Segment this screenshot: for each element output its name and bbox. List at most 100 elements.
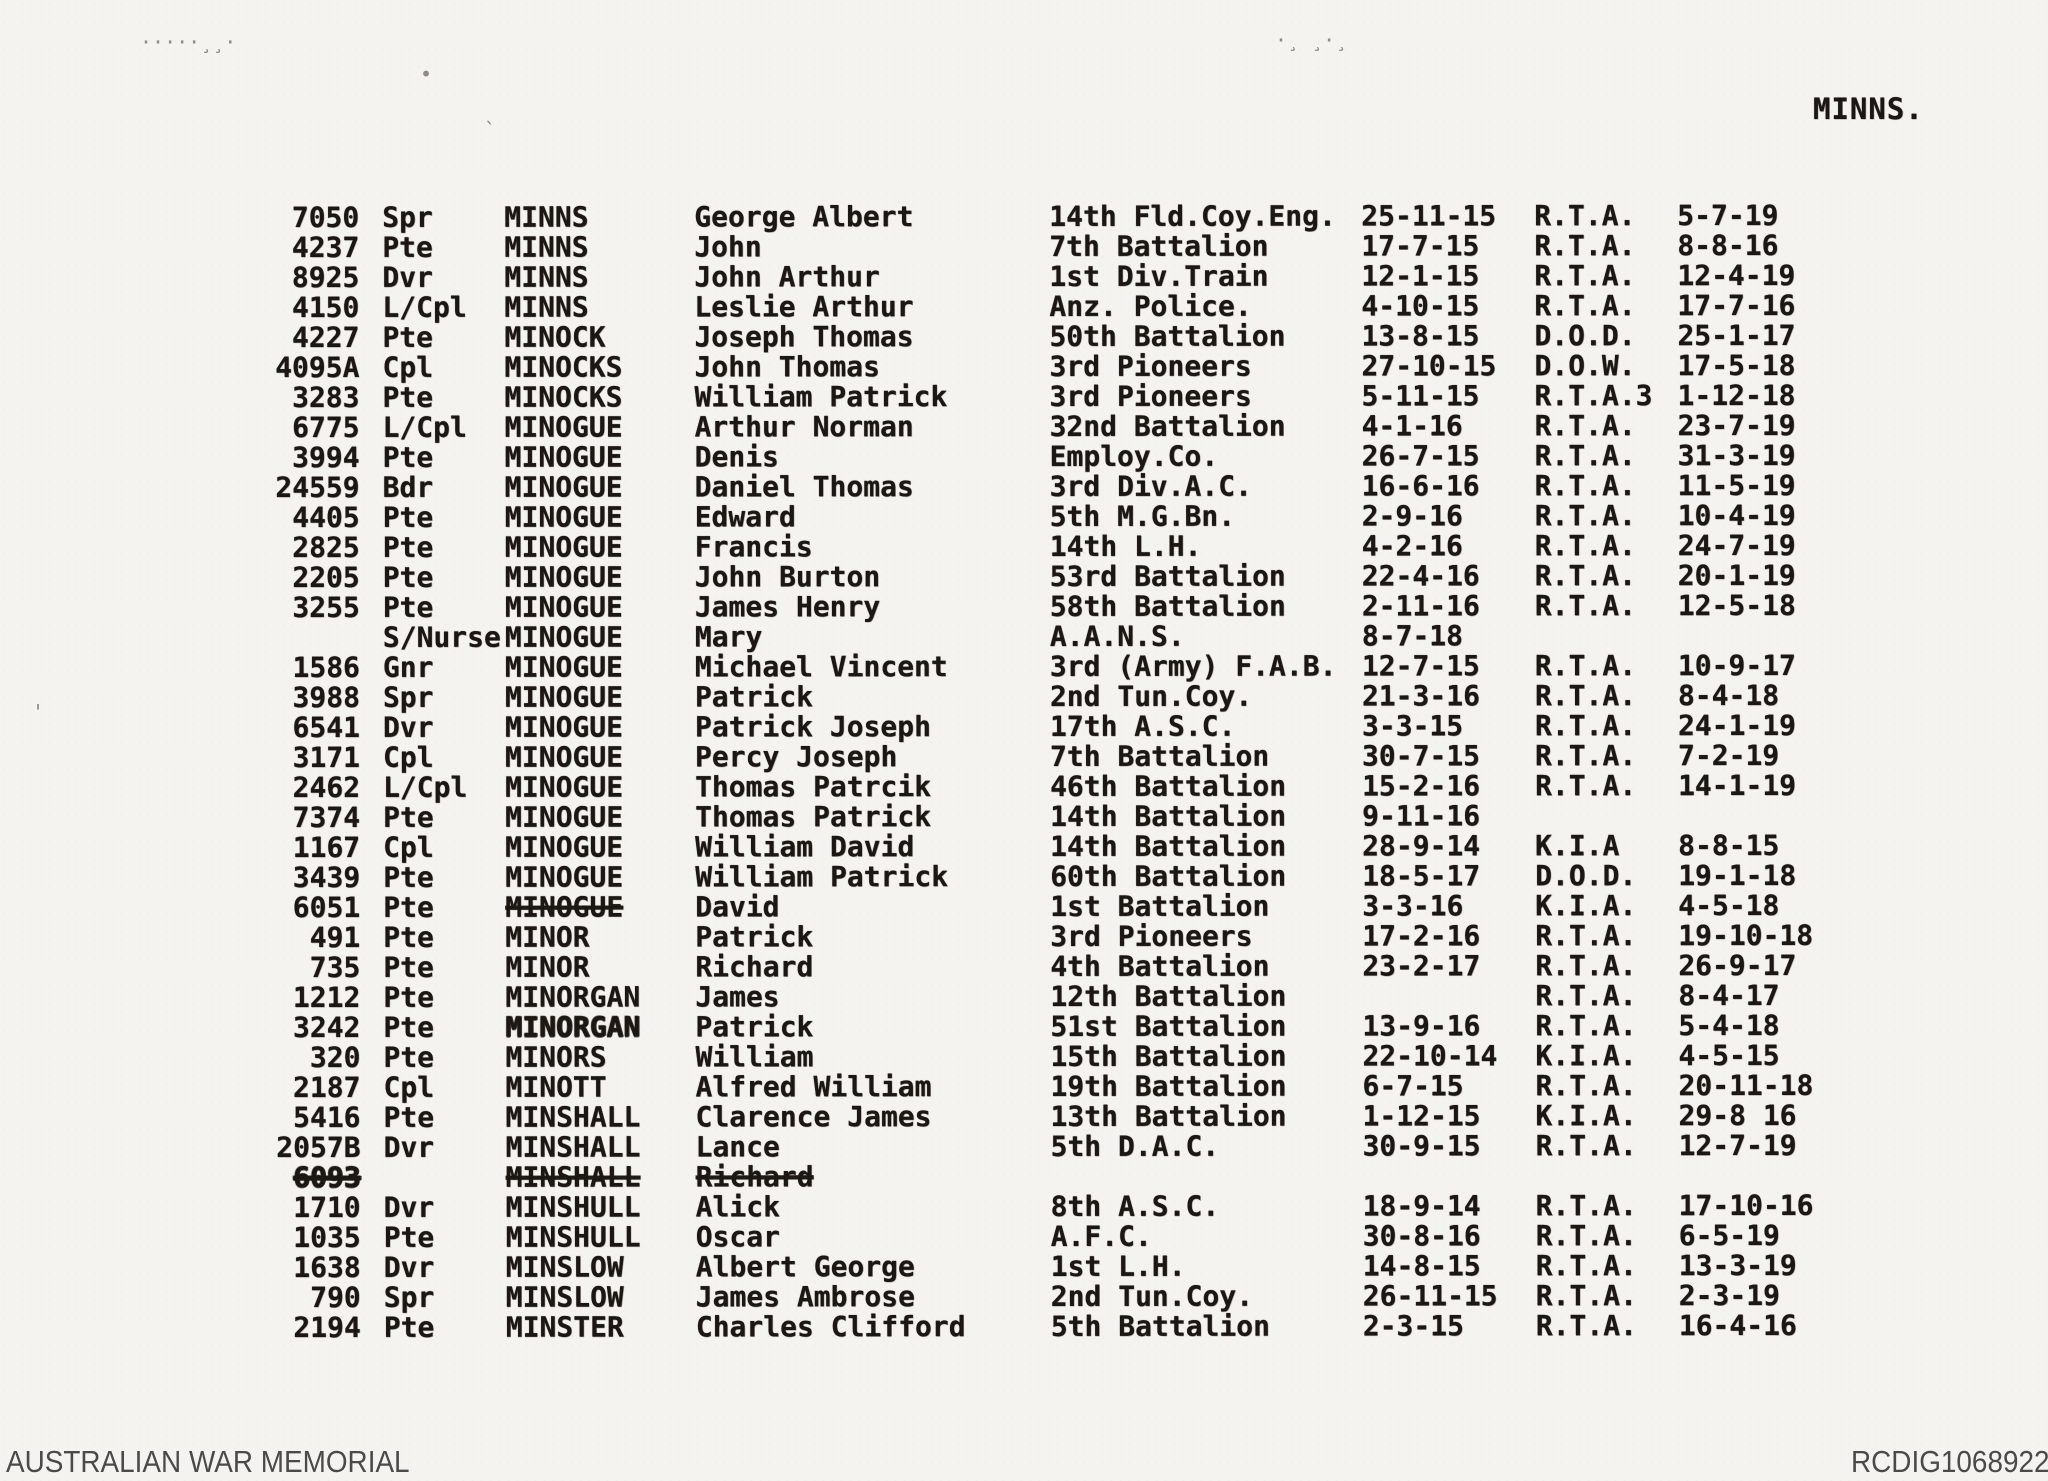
cell-rank: Pte — [382, 380, 434, 414]
cell-embarkation-date: 28-9-14 — [1362, 829, 1481, 863]
cell-embarkation-date: 15-2-16 — [1362, 769, 1481, 803]
cell-fate-code — [1535, 621, 1678, 651]
cell-service-number: 1035 — [293, 1220, 361, 1255]
cell-embarkation-date: 21-3-16 — [1361, 679, 1480, 713]
cell-given-names: Charles Clifford — [695, 1310, 966, 1344]
cell-rank: Pte — [383, 1310, 435, 1344]
cell-unit: A.F.C. — [1050, 1219, 1152, 1253]
table-row: 8925 Dvr MINNS John Arthur 1st Div.Train 12-1… — [199, 259, 1919, 294]
cell-embarkation-date: 3-3-15 — [1361, 709, 1464, 743]
cell-service-number: 3988 — [292, 680, 360, 715]
cell-given-names: Denis — [694, 440, 779, 474]
cell-fate-code: R.T.A. — [1535, 769, 1637, 803]
table-row: 1710 Dvr MINSHULL Alick 8th A.S.C. 18-9-14 R.T… — [201, 1189, 1921, 1224]
cell-given-names: William Patrick — [694, 380, 948, 414]
cell-unit: 1st L.H. — [1050, 1249, 1186, 1283]
cell-embarkation-date: 5-11-15 — [1361, 379, 1480, 413]
cell-service-number: 3439 — [292, 860, 361, 895]
cell-given-names: Daniel Thomas — [694, 470, 914, 504]
cell-return-date: 7-2-19 — [1677, 738, 1780, 773]
cell-given-names: George Albert — [694, 200, 914, 234]
cell-service-number: 320 — [309, 1040, 361, 1074]
cell-rank — [361, 1163, 506, 1193]
cell-service-number: 1212 — [292, 980, 361, 1015]
cell-embarkation-date: 26-11-15 — [1362, 1279, 1498, 1313]
cell-fate-code: D.O.D. — [1534, 319, 1636, 353]
cell-fate-code: R.T.A. — [1534, 739, 1637, 773]
cell-return-date: 10-4-19 — [1677, 498, 1796, 533]
table-row: 4237 Pte MINNS John 7th Battalion 17-7-15 R.T.… — [199, 229, 1919, 264]
cell-service-number: 1586 — [292, 650, 360, 685]
cell-return-date: 6-5-19 — [1678, 1218, 1780, 1253]
cell-given-names: Richard — [695, 950, 814, 984]
cell-rank: Pte — [382, 590, 434, 624]
cell-return-date: 13-3-19 — [1678, 1248, 1797, 1283]
cell-given-names: Alick — [695, 1190, 780, 1224]
cell-return-date: 5-7-19 — [1677, 198, 1779, 233]
cell-service-number: 2825 — [292, 530, 360, 565]
cell-unit: 7th Battalion — [1049, 229, 1269, 263]
cell-fate-code: R.T.A. — [1535, 949, 1637, 983]
cell-surname: MINNS — [504, 260, 589, 294]
cell-embarkation-date: 27-10-15 — [1361, 349, 1497, 383]
cell-fate-code: R.T.A. — [1534, 259, 1636, 293]
table-row: 1638 Dvr MINSLOW Albert George 1st L.H. 14-8-… — [201, 1248, 1921, 1284]
cell-embarkation-date — [1362, 981, 1535, 1011]
cell-rank: Pte — [383, 920, 434, 954]
cell-fate-code: D.O.W. — [1534, 349, 1636, 383]
cell-given-names: Patrick — [695, 920, 814, 954]
cell-return-date: 24-1-19 — [1677, 708, 1797, 743]
cell-given-names: Edward — [694, 500, 796, 534]
table-row: 491 Pte MINOR Patrick 3rd Pioneers 17-2-16 R.T… — [200, 919, 1920, 954]
cell-given-names: Albert George — [695, 1250, 915, 1284]
cell-unit: 32nd Battalion — [1049, 409, 1286, 443]
cell-unit: 5th D.A.C. — [1050, 1129, 1220, 1163]
cell-embarkation-date: 18-5-17 — [1362, 859, 1481, 893]
cell-given-names: James Ambrose — [695, 1280, 915, 1314]
cell-unit: 17th A.S.C. — [1049, 709, 1236, 743]
table-row: 6541 Dvr MINOGUE Patrick Joseph 17th A.S.C. 3… — [200, 708, 1920, 744]
table-row: 3283 Pte MINOCKS William Patrick 3rd Pioneer… — [200, 379, 1920, 414]
cell-service-number: 6051 — [292, 890, 361, 925]
table-row: 2825 Pte MINOGUE Francis 14th L.H. 4-2-16 R.T.… — [200, 529, 1920, 565]
cell-service-number: 6775 — [292, 410, 360, 445]
cell-embarkation-date: 22-4-16 — [1361, 559, 1480, 593]
cell-surname: MINOR — [505, 920, 590, 954]
cell-return-date: 31-3-19 — [1677, 438, 1796, 473]
cell-return-date: 12-7-19 — [1678, 1128, 1797, 1163]
cell-rank: Pte — [383, 890, 434, 924]
cell-embarkation-date: 4-2-16 — [1361, 529, 1463, 563]
cell-return-date — [1679, 1161, 1859, 1191]
cell-unit: 3rd Pioneers — [1049, 349, 1252, 383]
cell-surname: MINSLOW — [505, 1280, 624, 1314]
cell-rank: Pte — [383, 1040, 435, 1074]
cell-embarkation-date: 2-9-16 — [1361, 499, 1463, 533]
cell-fate-code: R.T.A. — [1534, 679, 1637, 713]
cell-fate-code: K.I.A. — [1535, 889, 1637, 923]
cell-unit: 58th Battalion — [1049, 589, 1286, 623]
cell-surname: MINOGUE — [504, 710, 624, 744]
cell-return-date: 8-4-18 — [1677, 678, 1780, 713]
cell-unit: 2nd Tun.Coy. — [1050, 1279, 1254, 1313]
cell-surname: MINSHULL — [505, 1190, 641, 1224]
cell-rank: Pte — [383, 980, 434, 1014]
cell-return-date: 8-4-17 — [1678, 978, 1780, 1013]
cell-surname: MINSHULL — [505, 1220, 641, 1254]
cell-fate-code — [1536, 1161, 1679, 1191]
cell-given-names: James — [695, 980, 780, 1014]
cell-unit: Anz. Police. — [1049, 289, 1252, 323]
cell-embarkation-date: 8-7-18 — [1361, 619, 1464, 653]
cell-surname: MINOCKS — [504, 350, 623, 384]
cell-fate-code: R.T.A. — [1534, 649, 1637, 683]
cell-unit: 50th Battalion — [1049, 319, 1286, 353]
table-row: 7374 Pte MINOGUE Thomas Patrick 14th Battali… — [200, 799, 1920, 834]
cell-return-date: 26-9-17 — [1678, 948, 1797, 983]
cell-unit: 14th L.H. — [1049, 529, 1202, 563]
cell-given-names: John Burton — [694, 560, 881, 594]
cell-given-names: John Arthur — [694, 260, 880, 294]
cell-fate-code: R.T.A. — [1534, 499, 1636, 533]
cell-rank: Spr — [382, 200, 433, 234]
table-row: 2194 Pte MINSTER Charles Clifford 5th Battal… — [201, 1309, 1921, 1344]
cell-rank: Dvr — [382, 710, 434, 744]
